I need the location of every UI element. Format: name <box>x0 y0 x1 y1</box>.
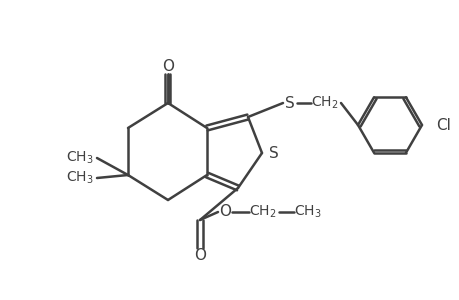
Text: Cl: Cl <box>435 118 450 133</box>
Text: CH$_2$: CH$_2$ <box>249 204 276 220</box>
Text: O: O <box>218 205 230 220</box>
Text: O: O <box>162 58 174 74</box>
Text: CH$_2$: CH$_2$ <box>311 95 338 111</box>
Text: S: S <box>285 95 294 110</box>
Text: CH$_3$: CH$_3$ <box>66 170 94 186</box>
Text: S: S <box>269 146 278 160</box>
Text: CH$_3$: CH$_3$ <box>66 150 94 166</box>
Text: O: O <box>194 248 206 263</box>
Text: CH$_3$: CH$_3$ <box>294 204 321 220</box>
